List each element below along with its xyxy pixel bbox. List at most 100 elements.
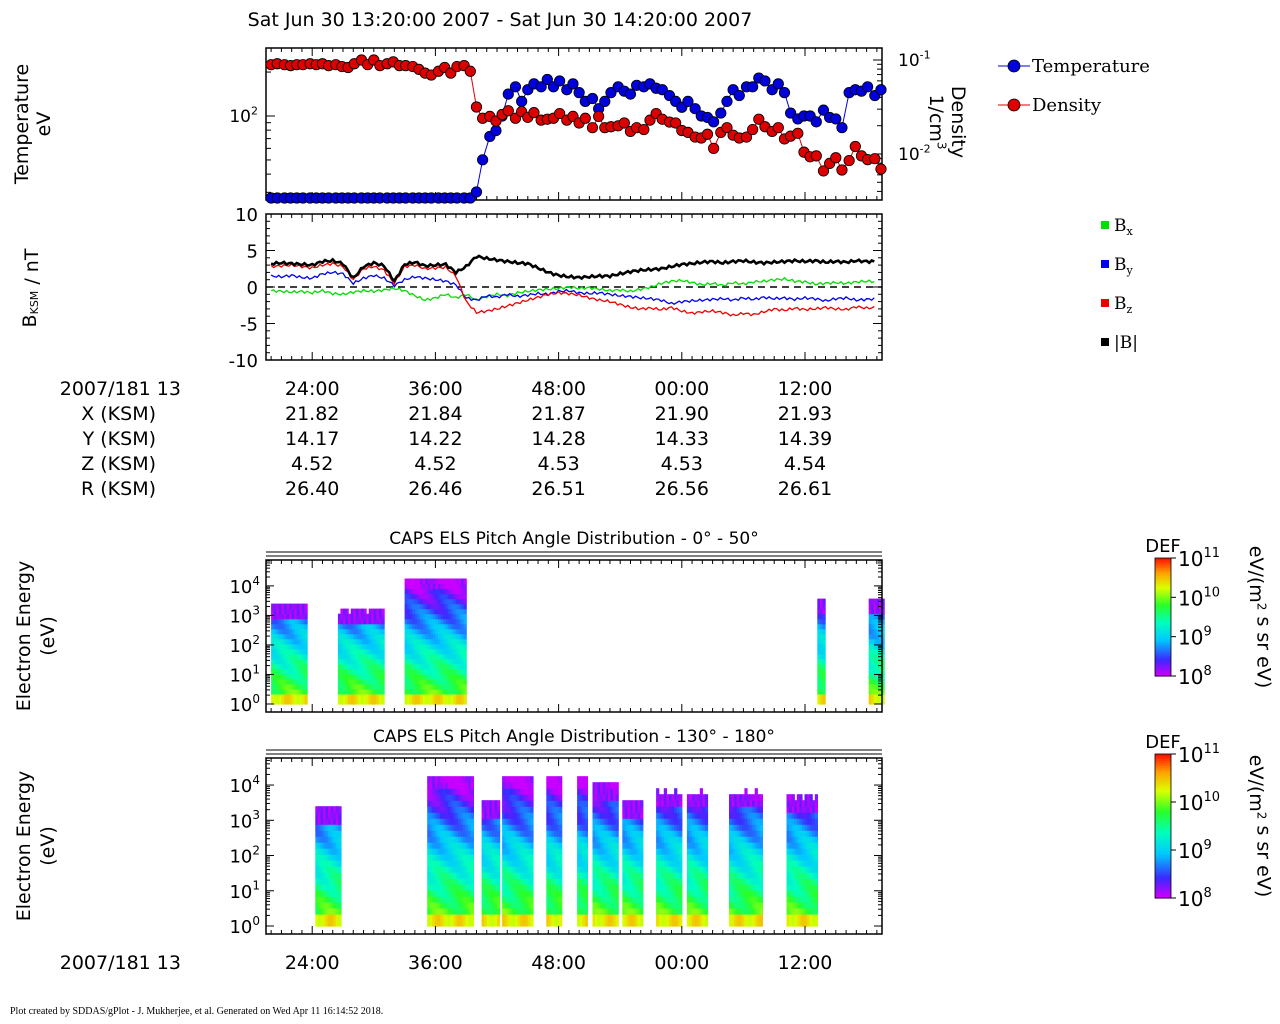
colorbar-cell [1155,583,1171,587]
spectrogram-cell [437,884,441,891]
spectrogram-cell [425,653,429,660]
spectrogram-cell [507,908,511,915]
spectrogram-cell [729,842,733,849]
spectrogram-cell [373,618,377,625]
spectrogram-cell [605,896,609,903]
spectrogram-cell [455,884,459,891]
spectrogram-cell [873,683,877,690]
spectrogram-cell [429,818,433,825]
spectrogram-cell [435,608,439,615]
spectrogram-cell [440,908,444,915]
spectrogram-cell [517,884,521,891]
spectrogram-cell [671,860,675,867]
spectrogram-cell [427,678,431,685]
spectrogram-cell [692,842,696,849]
spectrogram-cell [450,658,454,665]
spectrogram-cell [697,890,701,897]
spectrogram-cell [615,896,619,903]
spectrogram-cell [463,830,467,837]
spectrogram-cell [448,588,452,595]
spectrogram-cell [299,688,303,695]
spectrogram-cell [799,806,803,813]
spectrogram-cell [422,583,426,590]
spectrogram-cell [731,914,735,921]
spectrogram-cell [822,688,826,695]
spectrogram-cell [409,583,413,590]
spectrogram-cell [450,694,454,700]
spectrogram-cell [525,806,529,813]
spectrogram-cell [440,812,444,819]
spectrogram-cell [430,688,434,695]
spectrogram-cell [799,836,803,843]
spectrogram-cell [674,818,678,825]
spectrogram-cell [448,638,452,645]
spectrogram-cell [731,854,735,861]
spectrogram-cell [376,638,380,645]
spectrogram-cell [807,794,811,801]
spectrogram-cell [676,818,680,825]
spectrogram-cell [465,860,469,867]
spectrogram-cell [470,866,474,873]
spectrogram-cell [435,578,439,585]
point-temperature [541,73,553,86]
spectrogram-cell [749,908,753,915]
spectrogram-cell [801,836,806,843]
spectrogram-cell [812,920,816,927]
spectrogram-cell [443,633,447,640]
spectrogram-cell [607,914,612,921]
spectrogram-cell [556,896,560,903]
spectrogram-cell [530,848,534,855]
spectrogram-cell [502,824,506,831]
spectrogram-cell [551,890,555,897]
spectrogram-cell [754,842,758,849]
spectrogram-cell [448,608,452,615]
spectrogram-cell [323,878,327,885]
spectrogram-cell [515,812,519,819]
spectrogram-cell [520,794,524,801]
spectrogram-cell [595,818,599,825]
spectrogram-cell [276,638,280,645]
spectrogram-cell [450,678,454,685]
spectrogram-cell [801,806,806,813]
spectrogram-cell [376,678,380,685]
spectrogram-cell [429,866,433,873]
spectrogram-cell [739,830,743,837]
spectrogram-cell [378,673,383,680]
spectrogram-cell [630,812,634,819]
spectrogram-cell [404,598,408,605]
spectrogram-cell [597,902,601,909]
spectrogram-cell [799,872,803,879]
spectrogram-cell [468,818,472,825]
spectrogram-cell [445,866,449,873]
spectrogram-cell [440,806,444,813]
spectrogram-cell [579,830,583,837]
spectrogram-cell [637,818,641,825]
spectrogram-cell [412,583,416,590]
spectrogram-cell [600,794,604,801]
point-density [830,152,842,164]
spectrogram-cell [635,896,639,903]
spectrogram-cell [409,673,413,680]
spectrogram-cell [694,848,698,855]
spectrogram-cell [757,794,761,801]
spectrogram-cell [697,836,701,843]
spectrogram-cell [443,583,447,590]
spectrogram-cell [807,872,811,879]
spectrogram-cell [577,866,581,873]
spectrogram-cell [796,878,800,885]
spectrogram-cell [453,603,457,610]
spectrogram-cell [597,896,601,903]
spectrogram-cell [458,668,462,675]
spectrogram-cell [507,902,511,909]
spectrogram-cell [453,663,457,670]
spectrogram-cell [507,878,511,885]
spectrogram-cell [409,588,413,595]
spectrogram-cell [610,830,614,837]
spectrogram-cell [497,860,501,867]
spectrogram-cell [812,902,816,909]
spectrogram-cell [669,878,673,885]
spectrogram-cell [289,683,293,690]
spectrogram-cell [335,854,339,861]
spectrogram-cell [630,818,634,825]
spectrogram-cell [512,896,516,903]
